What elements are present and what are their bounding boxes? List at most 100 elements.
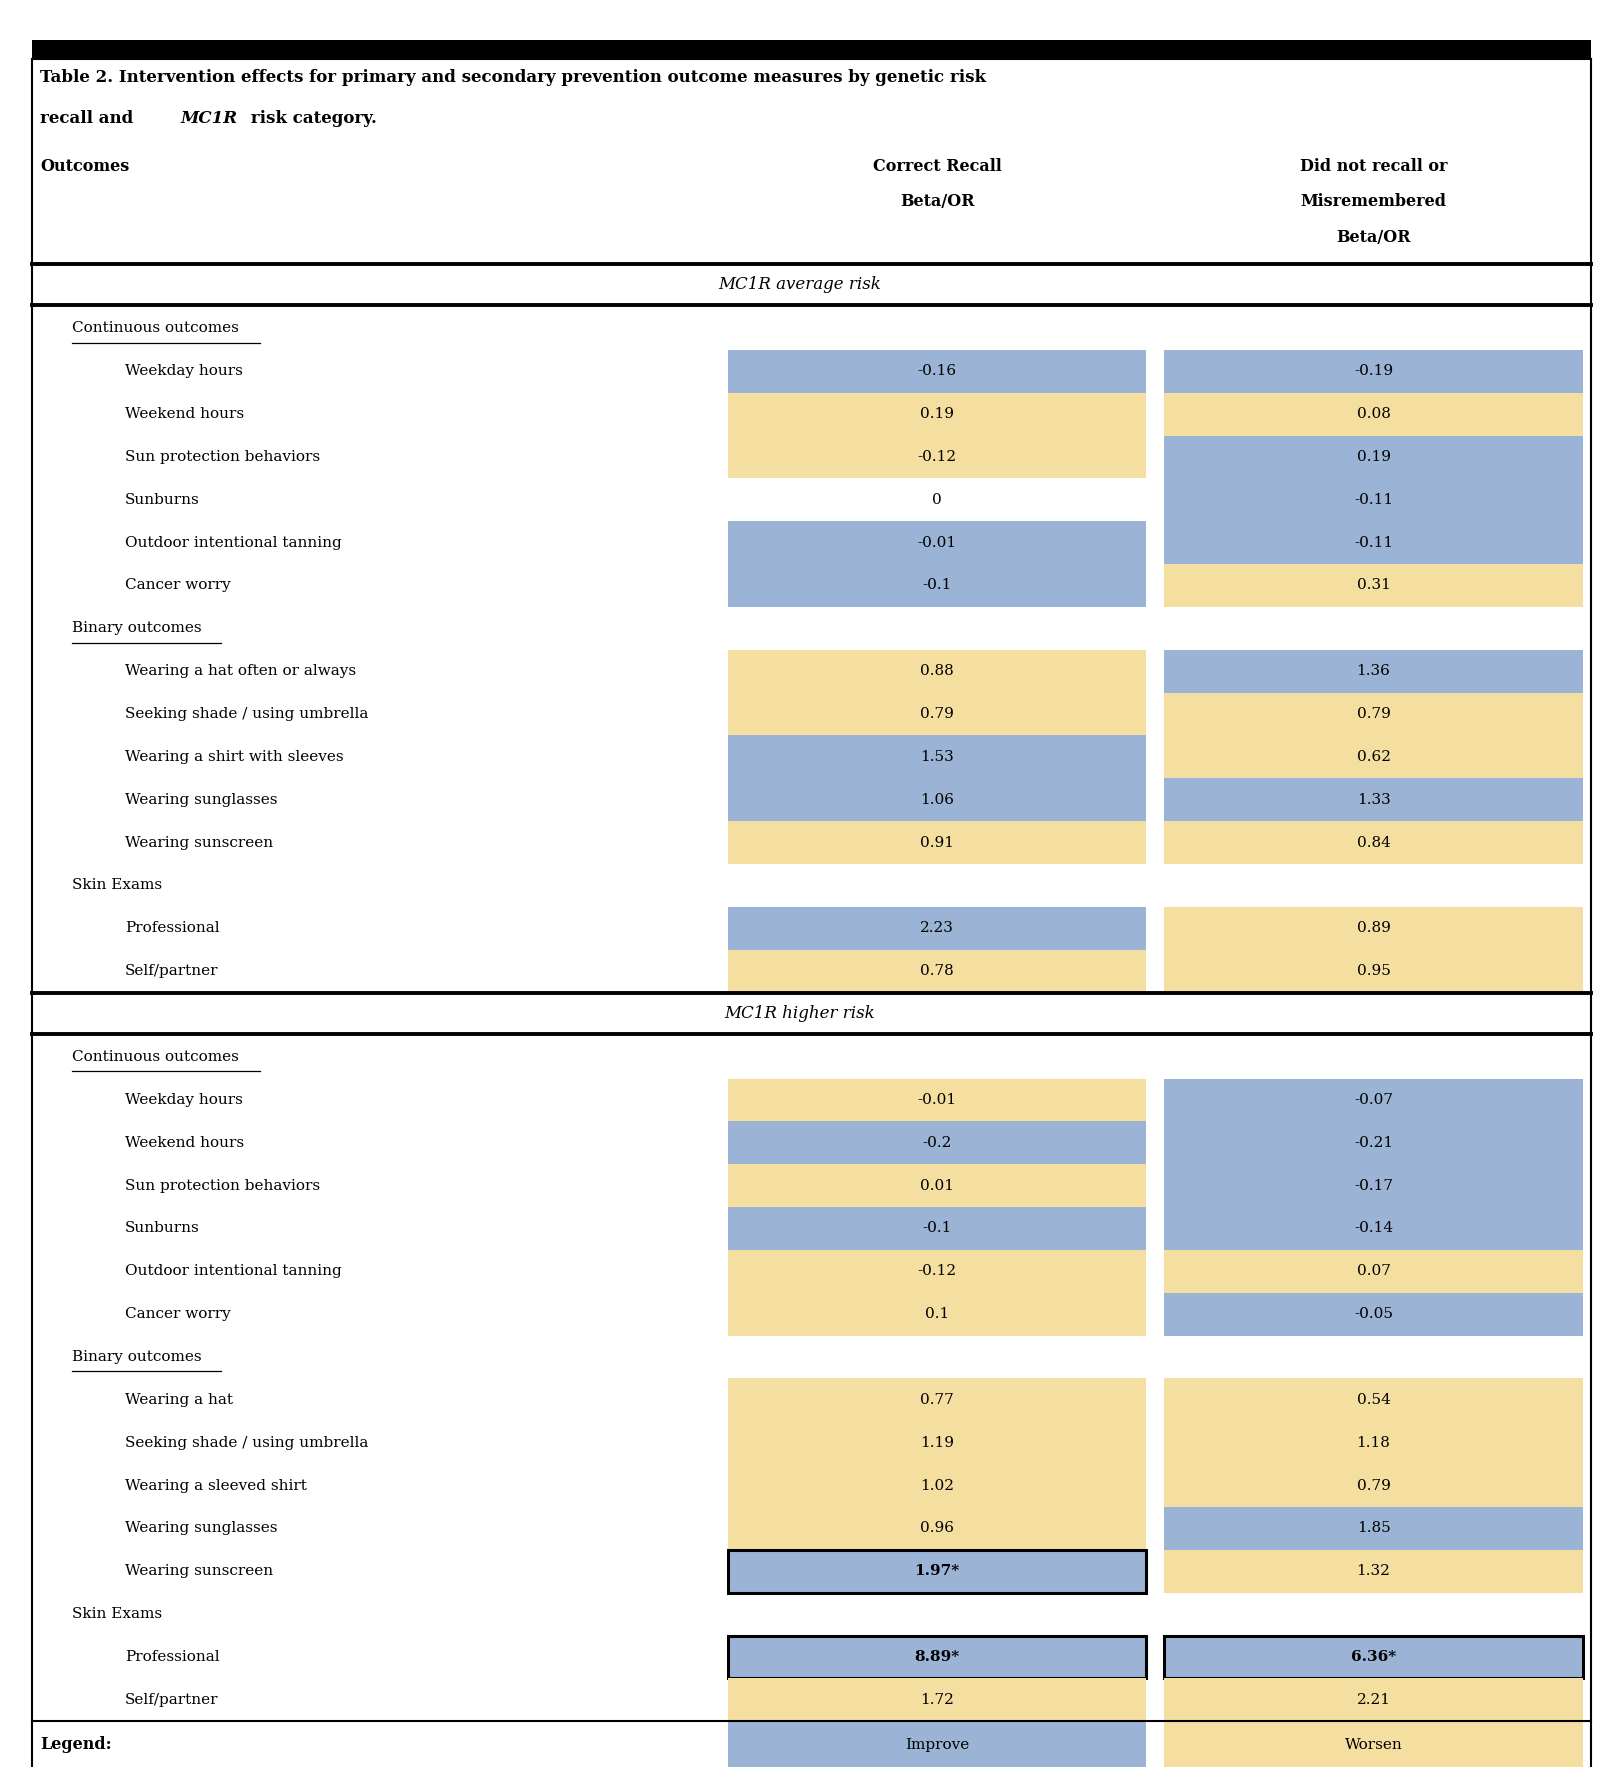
Text: Wearing sunscreen: Wearing sunscreen [125, 1564, 273, 1578]
Bar [1164, 650, 1583, 693]
Text: MC1R average risk: MC1R average risk [718, 276, 881, 293]
Text: 1.18: 1.18 [1356, 1437, 1391, 1449]
Bar [1164, 1507, 1583, 1550]
Bar [1164, 1465, 1583, 1507]
Bar [1164, 1636, 1583, 1679]
Text: 8.89*: 8.89* [915, 1650, 959, 1665]
Text: -0.2: -0.2 [923, 1136, 951, 1150]
Text: 0.79: 0.79 [919, 707, 955, 721]
Bar [1164, 1421, 1583, 1465]
Bar [1164, 435, 1583, 479]
Text: 1.06: 1.06 [919, 793, 955, 808]
Text: Weekday hours: Weekday hours [125, 1094, 243, 1106]
Bar [728, 1293, 1146, 1336]
Text: Table 2. Intervention effects for primary and secondary prevention outcome measu: Table 2. Intervention effects for primar… [40, 69, 987, 87]
Text: 1.19: 1.19 [919, 1437, 955, 1449]
Text: Professional: Professional [125, 921, 219, 935]
Bar [728, 1421, 1146, 1465]
Text: -0.01: -0.01 [918, 535, 956, 550]
Text: 1.36: 1.36 [1356, 664, 1391, 679]
Bar [1164, 350, 1583, 392]
Bar [728, 1721, 1146, 1767]
Text: Seeking shade / using umbrella: Seeking shade / using umbrella [125, 707, 368, 721]
Bar [728, 1636, 1146, 1679]
Text: Professional: Professional [125, 1650, 219, 1665]
Text: -0.11: -0.11 [1354, 535, 1393, 550]
Bar [1164, 1721, 1583, 1767]
Text: Legend:: Legend: [40, 1737, 112, 1753]
Text: -0.12: -0.12 [918, 1265, 956, 1278]
Text: 0.95: 0.95 [1356, 965, 1391, 979]
Bar [728, 564, 1146, 606]
Text: 0.1: 0.1 [924, 1308, 950, 1322]
Bar [1164, 564, 1583, 606]
Text: -0.17: -0.17 [1354, 1179, 1393, 1193]
Bar [728, 392, 1146, 435]
Text: 0.79: 0.79 [1356, 707, 1391, 721]
Text: 1.72: 1.72 [919, 1693, 955, 1707]
Text: 1.32: 1.32 [1356, 1564, 1391, 1578]
Bar [1164, 906, 1583, 949]
Text: 0.96: 0.96 [919, 1521, 955, 1536]
Text: Wearing a shirt with sleeves: Wearing a shirt with sleeves [125, 749, 344, 763]
Bar [728, 693, 1146, 735]
Text: 0.08: 0.08 [1356, 406, 1391, 421]
Text: 0.91: 0.91 [919, 836, 955, 850]
Text: Weekday hours: Weekday hours [125, 364, 243, 378]
Text: Beta/OR: Beta/OR [900, 193, 974, 210]
Text: -0.14: -0.14 [1354, 1221, 1393, 1235]
Text: Wearing sunscreen: Wearing sunscreen [125, 836, 273, 850]
Text: Improve: Improve [905, 1737, 969, 1751]
Text: 6.36*: 6.36* [1351, 1650, 1396, 1665]
Text: 2.23: 2.23 [919, 921, 955, 935]
Text: 1.02: 1.02 [919, 1479, 955, 1493]
Text: Weekend hours: Weekend hours [125, 406, 243, 421]
Bar [1164, 1679, 1583, 1721]
Bar [728, 1679, 1146, 1721]
Bar [1164, 822, 1583, 864]
Text: Self/partner: Self/partner [125, 1693, 217, 1707]
Text: risk category.: risk category. [245, 110, 376, 127]
Text: Worsen: Worsen [1345, 1737, 1402, 1751]
Text: 0.79: 0.79 [1356, 1479, 1391, 1493]
Text: 2.21: 2.21 [1356, 1693, 1391, 1707]
Text: 0.07: 0.07 [1356, 1265, 1391, 1278]
Text: -0.11: -0.11 [1354, 493, 1393, 507]
Text: 1.53: 1.53 [919, 749, 955, 763]
Bar [728, 350, 1146, 392]
Text: Did not recall or: Did not recall or [1300, 159, 1447, 175]
Text: 0.77: 0.77 [919, 1392, 955, 1407]
Bar [728, 1249, 1146, 1293]
Bar [1164, 1164, 1583, 1207]
Text: Beta/OR: Beta/OR [1337, 228, 1410, 246]
Bar [728, 1207, 1146, 1249]
Bar [728, 949, 1146, 993]
Bar [1164, 735, 1583, 777]
Text: Binary outcomes: Binary outcomes [72, 1350, 201, 1364]
Bar [728, 822, 1146, 864]
Bar [728, 1078, 1146, 1122]
Text: Binary outcomes: Binary outcomes [72, 622, 201, 636]
Text: 0: 0 [932, 493, 942, 507]
Text: Skin Exams: Skin Exams [72, 1608, 161, 1620]
Text: 1.97*: 1.97* [915, 1564, 959, 1578]
Text: 0.88: 0.88 [919, 664, 955, 679]
Text: -0.07: -0.07 [1354, 1094, 1393, 1106]
Text: Wearing a sleeved shirt: Wearing a sleeved shirt [125, 1479, 307, 1493]
Text: -0.1: -0.1 [923, 578, 951, 592]
Text: Seeking shade / using umbrella: Seeking shade / using umbrella [125, 1437, 368, 1449]
Text: -0.05: -0.05 [1354, 1308, 1393, 1322]
Text: Wearing sunglasses: Wearing sunglasses [125, 793, 277, 808]
Text: Cancer worry: Cancer worry [125, 578, 230, 592]
Text: 0.01: 0.01 [919, 1179, 955, 1193]
Bar [728, 1636, 1146, 1679]
Bar [728, 435, 1146, 479]
Text: Continuous outcomes: Continuous outcomes [72, 322, 238, 336]
Bar [1164, 1122, 1583, 1164]
Bar [728, 777, 1146, 822]
Text: MC1R higher risk: MC1R higher risk [724, 1005, 875, 1021]
Text: Wearing sunglasses: Wearing sunglasses [125, 1521, 277, 1536]
Text: 0.54: 0.54 [1356, 1392, 1391, 1407]
Text: 0.84: 0.84 [1356, 836, 1391, 850]
Bar [32, 41, 1591, 58]
